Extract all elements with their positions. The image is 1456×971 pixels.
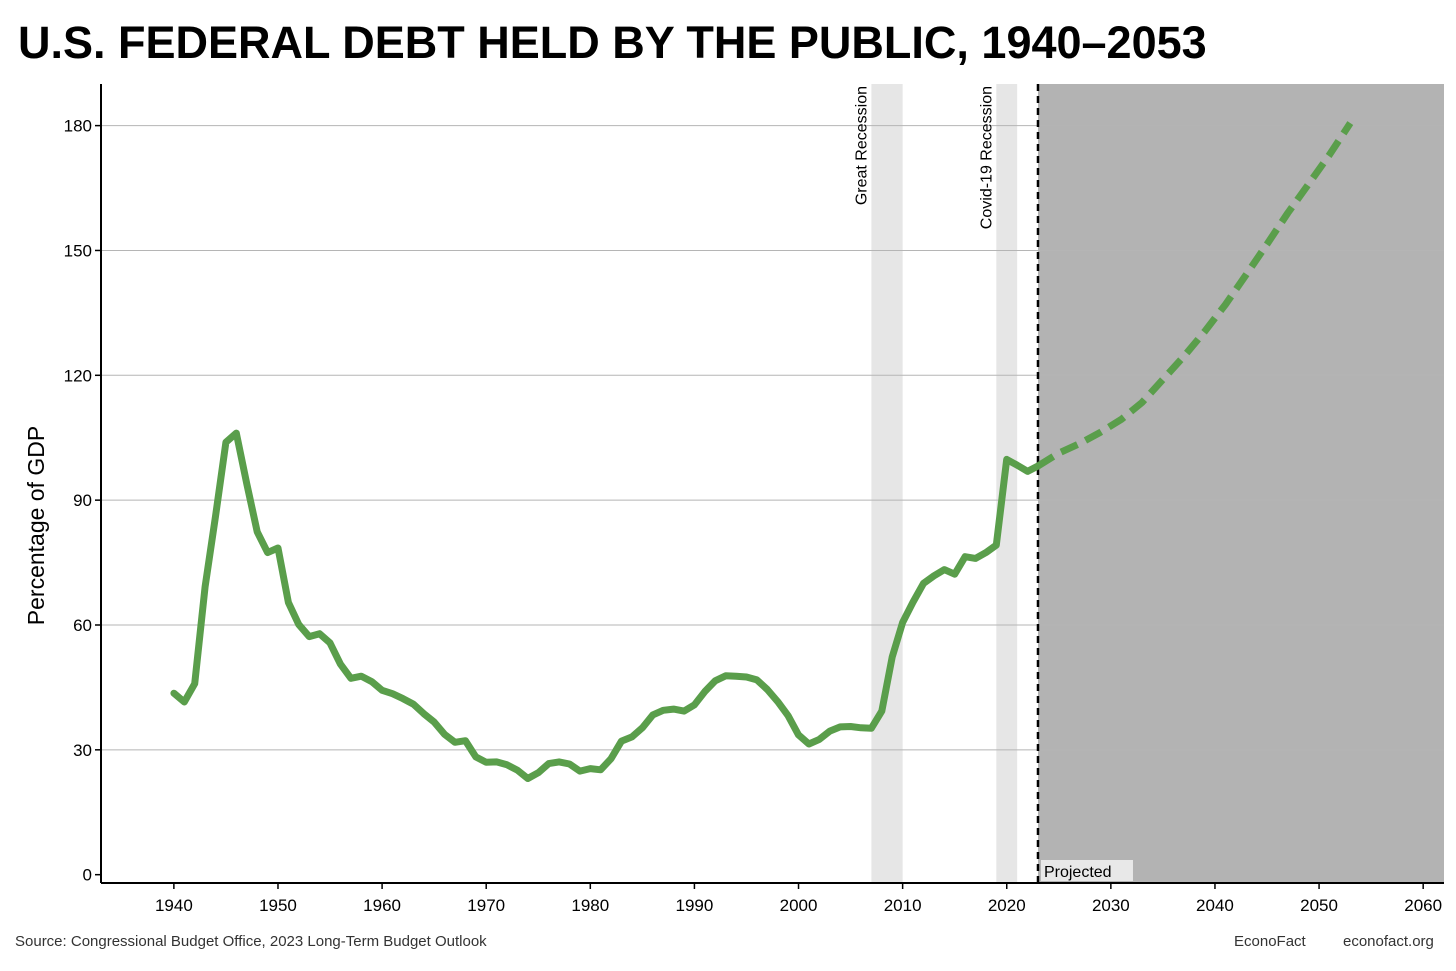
projected-debt-line: [1036, 121, 1354, 469]
y-tick-label-180: 180: [64, 117, 92, 136]
x-tick-label-1970: 1970: [467, 896, 505, 915]
source-note: Source: Congressional Budget Office, 202…: [15, 933, 487, 950]
x-tick-label-2060: 2060: [1404, 896, 1442, 915]
x-tick-label-1980: 1980: [571, 896, 609, 915]
projected-label-bg: [1040, 860, 1133, 881]
x-tick-label-1950: 1950: [259, 896, 297, 915]
site-url[interactable]: econofact.org: [1343, 933, 1434, 950]
x-tick-label-1960: 1960: [363, 896, 401, 915]
x-tick-label-2000: 2000: [780, 896, 818, 915]
recession-band-0: [871, 84, 903, 883]
y-tick-label-0: 0: [83, 866, 92, 885]
recession-label-0: Great Recession: [853, 86, 870, 205]
series-lines: [170, 121, 1354, 782]
annotations: Great Recession Covid-19 Recession Project…: [853, 84, 1133, 883]
brand-name: EconoFact: [1234, 933, 1306, 950]
x-tick-label-2010: 2010: [884, 896, 922, 915]
x-tick-label-1990: 1990: [676, 896, 714, 915]
x-tick-label-2050: 2050: [1300, 896, 1338, 915]
y-tick-label-150: 150: [64, 241, 92, 260]
x-tick-label-2020: 2020: [988, 896, 1026, 915]
projected-region: [1037, 84, 1444, 883]
x-tick-label-2040: 2040: [1196, 896, 1234, 915]
gridlines: [101, 125, 1444, 751]
axes: 0 30 60 90 120 150 180 1940 1950 1960 1970 1980 1990…: [23, 84, 1444, 915]
y-tick-label-90: 90: [73, 491, 92, 510]
historical-debt-line: [170, 429, 1042, 782]
y-axis-label: Percentage of GDP: [23, 426, 49, 625]
y-tick-label-30: 30: [73, 741, 92, 760]
x-tick-label-1940: 1940: [155, 896, 193, 915]
recession-label-1: Covid-19 Recession: [978, 86, 995, 229]
y-tick-label-120: 120: [64, 366, 92, 385]
y-tick-label-60: 60: [73, 616, 92, 635]
x-tick-label-2030: 2030: [1092, 896, 1130, 915]
shaded-regions: [871, 84, 1444, 883]
projected-label: Projected: [1044, 864, 1112, 881]
chart-title: U.S. FEDERAL DEBT HELD BY THE PUBLIC, 19…: [18, 17, 1207, 68]
